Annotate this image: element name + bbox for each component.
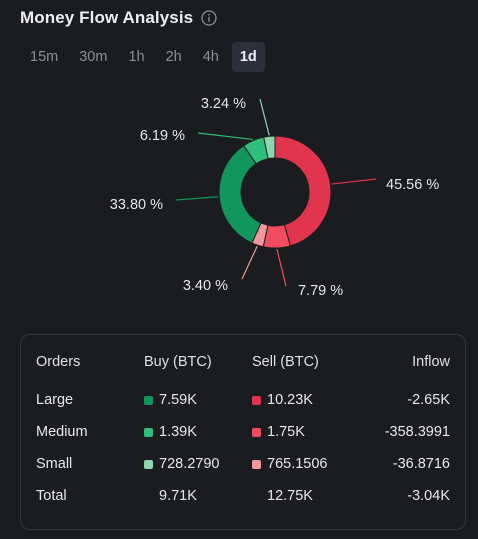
info-circle-icon[interactable] bbox=[201, 10, 217, 26]
row-inflow: -2.65K bbox=[407, 392, 450, 408]
donut-slice[interactable] bbox=[263, 135, 276, 160]
slice-leader-line bbox=[259, 98, 270, 136]
sell-medium-swatch bbox=[252, 427, 261, 437]
slice-leader-line bbox=[276, 248, 287, 287]
table-row: Large 7.59K 10.23K -2.65K bbox=[21, 392, 465, 412]
row-buy: 728.2790 bbox=[144, 456, 219, 472]
sell-value: 765.1506 bbox=[267, 456, 328, 472]
donut-slice[interactable] bbox=[218, 144, 262, 244]
orders-table: Orders Buy (BTC) Sell (BTC) Inflow Large… bbox=[20, 334, 466, 530]
tab-2h[interactable]: 2h bbox=[165, 49, 182, 65]
timeframe-tabs: 15m 30m 1h 2h 4h 1d bbox=[22, 42, 270, 72]
row-orders: Large bbox=[36, 392, 74, 408]
donut-slice[interactable] bbox=[274, 135, 332, 247]
total-buy: 9.71K bbox=[159, 488, 197, 504]
buy-value: 7.59K bbox=[159, 392, 197, 408]
row-orders: Small bbox=[36, 456, 73, 472]
total-sell: 12.75K bbox=[267, 488, 313, 504]
slice-percent-label: 45.56 % bbox=[386, 177, 439, 193]
slice-percent-label: 7.79 % bbox=[298, 283, 343, 299]
total-label: Total bbox=[36, 488, 67, 504]
sell-value: 10.23K bbox=[267, 392, 313, 408]
header-sell: Sell (BTC) bbox=[252, 354, 319, 370]
sell-large-swatch bbox=[252, 395, 261, 405]
slice-leader-line bbox=[331, 178, 377, 185]
tab-15m[interactable]: 15m bbox=[30, 49, 59, 65]
buy-small-swatch bbox=[144, 459, 153, 469]
table-total-row: Total 9.71K 12.75K -3.04K bbox=[21, 488, 465, 508]
row-orders: Medium bbox=[36, 424, 88, 440]
table-row: Small 728.2790 765.1506 -36.8716 bbox=[21, 456, 465, 476]
sell-small-swatch bbox=[252, 459, 261, 469]
row-buy: 1.39K bbox=[144, 424, 197, 440]
slice-leader-line bbox=[241, 245, 258, 280]
buy-large-swatch bbox=[144, 395, 153, 405]
panel-header: Money Flow Analysis bbox=[20, 8, 217, 28]
buy-value: 1.39K bbox=[159, 424, 197, 440]
header-buy: Buy (BTC) bbox=[144, 354, 212, 370]
tab-1h[interactable]: 1h bbox=[128, 49, 145, 65]
row-sell: 10.23K bbox=[252, 392, 313, 408]
buy-value: 728.2790 bbox=[159, 456, 220, 472]
buy-medium-swatch bbox=[144, 427, 153, 437]
row-sell: 1.75K bbox=[252, 424, 305, 440]
total-inflow: -3.04K bbox=[407, 488, 450, 504]
header-orders: Orders bbox=[36, 354, 81, 370]
header-inflow: Inflow bbox=[412, 354, 450, 370]
tab-4h[interactable]: 4h bbox=[202, 49, 219, 65]
slice-leader-line bbox=[197, 132, 253, 141]
row-buy: 7.59K bbox=[144, 392, 197, 408]
row-inflow: -358.3991 bbox=[384, 424, 450, 440]
sell-value: 1.75K bbox=[267, 424, 305, 440]
slice-percent-label: 3.40 % bbox=[183, 278, 228, 294]
table-row: Medium 1.39K 1.75K -358.3991 bbox=[21, 424, 465, 444]
row-sell: 765.1506 bbox=[252, 456, 327, 472]
slice-leader-line bbox=[175, 196, 219, 201]
panel-title: Money Flow Analysis bbox=[20, 8, 194, 27]
money-flow-donut-chart: 45.56 % 7.79 % 3.40 % 33.80 % 6.19 % 3.24 % bbox=[110, 96, 440, 299]
row-inflow: -36.8716 bbox=[392, 456, 450, 472]
tab-30m[interactable]: 30m bbox=[79, 49, 108, 65]
table-header-row: Orders Buy (BTC) Sell (BTC) Inflow bbox=[21, 354, 465, 374]
slice-percent-label: 6.19 % bbox=[140, 128, 185, 144]
slice-percent-label: 3.24 % bbox=[201, 96, 246, 112]
tab-1d[interactable]: 1d bbox=[231, 42, 265, 72]
slice-percent-label: 33.80 % bbox=[110, 197, 163, 213]
